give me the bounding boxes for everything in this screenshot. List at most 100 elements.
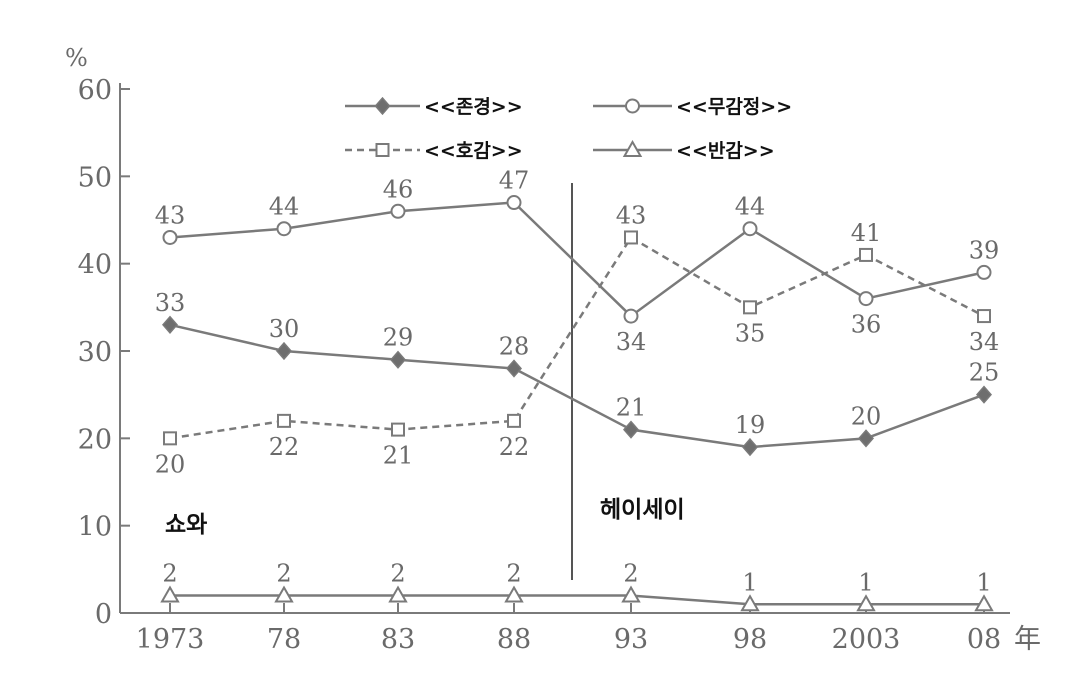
marker-s1-7 bbox=[976, 264, 992, 280]
legend-marker-3 bbox=[622, 139, 643, 157]
marker-s1-6 bbox=[858, 291, 874, 307]
data-label-s0-2: 29 bbox=[383, 324, 414, 352]
data-label-s0-4: 21 bbox=[616, 394, 647, 422]
x-tick-label-2003: 2003 bbox=[832, 624, 901, 655]
series-line-2 bbox=[169, 235, 985, 440]
marker-s0-7 bbox=[976, 385, 992, 404]
data-label-s1-0: 43 bbox=[155, 201, 186, 229]
data-label-s2-0: 20 bbox=[155, 450, 186, 478]
marker-s1-4 bbox=[623, 308, 639, 324]
x-tick-label-93: 93 bbox=[614, 624, 648, 655]
data-label-s3-7: 1 bbox=[976, 568, 991, 596]
data-label-s1-6: 36 bbox=[851, 311, 882, 339]
series-markers bbox=[160, 195, 994, 612]
y-tick-label-60: 60 bbox=[78, 75, 112, 106]
data-label-s1-3: 47 bbox=[499, 167, 530, 195]
series-lines bbox=[169, 201, 985, 606]
series-line-3 bbox=[170, 594, 984, 606]
data-label-s3-2: 2 bbox=[390, 560, 405, 588]
marker-s2-2 bbox=[391, 422, 405, 437]
data-label-s1-1: 44 bbox=[269, 193, 300, 221]
data-label-s0-1: 30 bbox=[269, 315, 300, 343]
legend-label-2: <<호감>> bbox=[424, 140, 523, 162]
data-label-s2-7: 34 bbox=[969, 328, 1000, 356]
marker-s2-3 bbox=[507, 413, 521, 428]
era-label-showa: 쇼와 bbox=[165, 512, 207, 538]
x-tick-label-78: 78 bbox=[267, 624, 301, 655]
series-line-0 bbox=[169, 323, 985, 449]
marker-s3-1 bbox=[274, 585, 294, 603]
era-labels: 쇼와 헤이세이 bbox=[165, 497, 685, 538]
marker-s0-4 bbox=[623, 420, 639, 439]
marker-s0-0 bbox=[162, 315, 178, 334]
marker-s0-6 bbox=[858, 429, 874, 448]
data-label-s0-3: 28 bbox=[499, 332, 530, 360]
marker-s2-0 bbox=[163, 431, 177, 446]
x-unit-label: 年 bbox=[1014, 624, 1041, 655]
data-label-s2-3: 22 bbox=[499, 433, 530, 461]
data-label-s1-5: 44 bbox=[735, 193, 766, 221]
data-label-s2-4: 43 bbox=[616, 201, 647, 229]
data-label-s3-6: 1 bbox=[858, 568, 873, 596]
x-tick-label-08: 08 bbox=[967, 624, 1001, 655]
legend: <<존경>> <<무감정>> <<호감>> <<반감>> bbox=[345, 96, 792, 162]
legend-marker-2 bbox=[375, 143, 390, 157]
marker-s2-7 bbox=[977, 309, 991, 324]
x-tick-label-98: 98 bbox=[733, 624, 767, 655]
data-label-s2-5: 35 bbox=[735, 319, 766, 347]
data-label-s2-1: 22 bbox=[269, 433, 300, 461]
data-label-s1-4: 34 bbox=[616, 328, 647, 356]
marker-s1-1 bbox=[276, 221, 292, 237]
y-tick-label-10: 10 bbox=[78, 512, 112, 543]
axes: 0 10 20 30 40 50 60% 1973 78 83 88 93 98 2003 08 年 bbox=[65, 44, 1041, 655]
y-unit-label: % bbox=[65, 44, 88, 72]
legend-marker-1 bbox=[625, 98, 640, 114]
era-label-heisei: 헤이세이 bbox=[600, 497, 685, 523]
marker-s3-5 bbox=[740, 594, 760, 612]
data-label-s1-7: 39 bbox=[969, 236, 1000, 264]
marker-s2-4 bbox=[624, 230, 638, 245]
marker-s1-3 bbox=[506, 195, 522, 211]
x-tick-label-1973: 1973 bbox=[136, 624, 205, 655]
data-label-s2-6: 41 bbox=[851, 219, 882, 247]
data-label-s3-5: 1 bbox=[742, 568, 757, 596]
legend-label-1: <<무감정>> bbox=[676, 96, 792, 118]
data-label-s3-0: 2 bbox=[162, 560, 177, 588]
legend-marker-0 bbox=[374, 96, 391, 116]
marker-s0-1 bbox=[276, 341, 292, 361]
marker-s2-5 bbox=[743, 300, 757, 315]
data-label-s3-3: 2 bbox=[506, 560, 521, 588]
y-tick-label-20: 20 bbox=[78, 424, 112, 455]
y-tick-label-50: 50 bbox=[78, 162, 112, 193]
data-label-s0-7: 25 bbox=[969, 359, 1000, 387]
y-tick-label-30: 30 bbox=[78, 337, 112, 368]
marker-s3-3 bbox=[504, 585, 524, 603]
marker-s2-1 bbox=[277, 413, 291, 428]
marker-s1-2 bbox=[390, 203, 406, 219]
data-label-s2-2: 21 bbox=[383, 442, 414, 470]
marker-s0-2 bbox=[390, 350, 406, 369]
marker-s1-5 bbox=[742, 221, 758, 237]
marker-s0-5 bbox=[742, 437, 758, 457]
x-tick-label-83: 83 bbox=[381, 624, 415, 655]
marker-s3-7 bbox=[974, 594, 994, 612]
marker-s3-4 bbox=[621, 585, 641, 603]
legend-label-0: <<존경>> bbox=[424, 96, 523, 118]
series-line-1 bbox=[169, 201, 985, 318]
marker-s3-2 bbox=[388, 585, 408, 603]
marker-s2-6 bbox=[859, 247, 873, 262]
data-label-s3-4: 2 bbox=[623, 560, 638, 588]
marker-s3-6 bbox=[856, 594, 876, 612]
data-label-s0-0: 33 bbox=[155, 289, 186, 317]
data-label-s3-1: 2 bbox=[276, 560, 291, 588]
legend-label-3: <<반감>> bbox=[676, 140, 775, 162]
data-label-s0-6: 20 bbox=[851, 402, 882, 430]
y-tick-label-0: 0 bbox=[95, 599, 112, 630]
data-label-s0-5: 19 bbox=[735, 411, 766, 439]
y-tick-label-40: 40 bbox=[78, 250, 112, 281]
x-tick-label-88: 88 bbox=[497, 624, 531, 655]
marker-s1-0 bbox=[162, 229, 178, 245]
marker-s0-3 bbox=[506, 359, 522, 378]
